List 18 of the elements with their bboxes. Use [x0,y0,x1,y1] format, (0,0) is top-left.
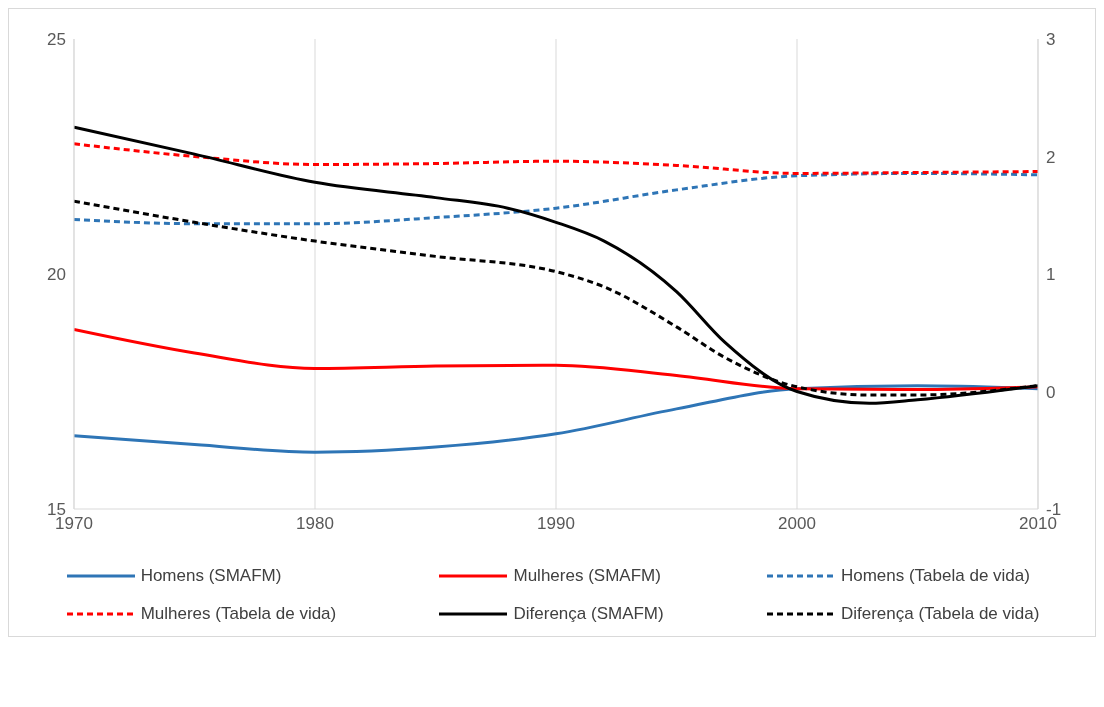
y2-tick-label: 2 [1046,147,1056,167]
line-series [74,327,1038,392]
y-tick-label: 20 [47,265,66,285]
x-tick-label: 1990 [537,514,575,534]
legend-label: Diferença (Tabela de vida) [840,604,1040,624]
x-tick-label: 1980 [296,514,334,534]
y2-tick-label: 1 [1046,265,1056,285]
y2-tick-label: 0 [1046,382,1056,402]
line-series [74,142,1038,175]
legend-label: Mulheres (Tabela de vida) [140,604,337,624]
legend-label: Homens (SMAFM) [140,566,282,586]
y2-tick-label: 3 [1046,30,1056,50]
legend-label: Mulheres (SMAFM) [513,566,661,586]
y-tick-label: 25 [47,30,66,50]
line-series [74,171,1038,226]
x-tick-label: 2000 [778,514,816,534]
legend-label: Diferença (SMAFM) [513,604,664,624]
legend-label: Homens (Tabela de vida) [840,566,1030,586]
